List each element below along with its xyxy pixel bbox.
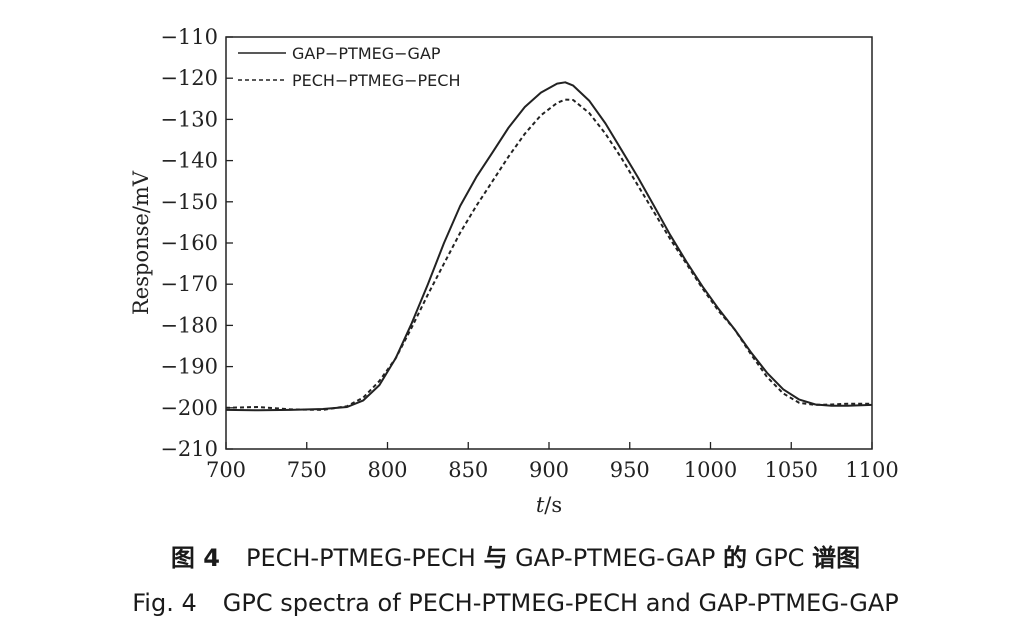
y-tick-label: −140 [160, 149, 218, 173]
x-tick-label: 800 [367, 458, 407, 482]
y-tick-label: −170 [160, 272, 218, 296]
y-axis-label: Response/mV [129, 170, 153, 315]
legend: GAP−PTMEG−GAP PECH−PTMEG−PECH [238, 44, 460, 90]
legend-label-2: PECH−PTMEG−PECH [292, 71, 460, 90]
x-tick-label: 700 [206, 458, 246, 482]
x-tick-label: 1000 [684, 458, 737, 482]
y-tick-label: −200 [160, 396, 218, 420]
figure-caption-chinese: 图 4 PECH-PTMEG-PECH 与 GAP-PTMEG-GAP 的 GPC… [0, 538, 1031, 573]
series-line-2 [225, 98, 872, 411]
series-layer [225, 81, 873, 412]
gpc-chart: 700 750 800 850 900 950 1000 1050 1100 −110 −120 −1… [129, 25, 899, 517]
y-tick-label: −180 [160, 313, 218, 337]
label-layer: 700 750 800 850 900 950 1000 1050 1100 −110 −120 −1… [129, 25, 899, 517]
y-tick-label: −110 [160, 25, 218, 49]
caption-cn-part3: GPC [754, 544, 805, 572]
y-tick-label: −160 [160, 231, 218, 255]
x-tick-label: 950 [610, 458, 650, 482]
y-tick-label: −210 [160, 437, 218, 461]
x-tick-label: 750 [287, 458, 327, 482]
caption-cn-de: 的 [722, 544, 747, 572]
x-tick-label: 1100 [845, 458, 898, 482]
caption-en-label: Fig. 4 [132, 589, 197, 617]
y-tick-label: −190 [160, 355, 218, 379]
y-tick-label: −130 [160, 107, 218, 131]
figure-caption-english: Fig. 4 GPC spectra of PECH-PTMEG-PECH and… [0, 589, 1031, 617]
y-tick-label: −150 [160, 190, 218, 214]
x-tick-label: 1050 [765, 458, 818, 482]
caption-cn-part2: GAP-PTMEG-GAP [515, 544, 716, 572]
tick-layer [225, 36, 873, 450]
caption-cn-part1: PECH-PTMEG-PECH [245, 544, 476, 572]
plot-frame [225, 36, 873, 450]
x-axis-label: t/s [536, 493, 562, 517]
legend-label-1: GAP−PTMEG−GAP [292, 44, 441, 63]
caption-cn-end: 谱图 [812, 544, 861, 572]
caption-cn-conj: 与 [483, 544, 508, 572]
x-tick-label: 850 [448, 458, 488, 482]
series-line-1 [225, 81, 873, 412]
y-tick-label: −120 [160, 66, 218, 90]
caption-en-text: GPC spectra of PECH-PTMEG-PECH and GAP-P… [222, 589, 899, 617]
caption-cn-label: 图 4 [170, 544, 220, 572]
x-tick-label: 900 [529, 458, 569, 482]
